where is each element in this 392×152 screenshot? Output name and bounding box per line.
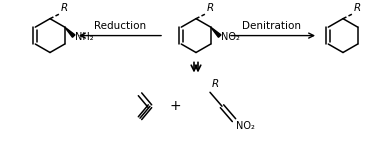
Text: R: R (207, 3, 214, 13)
Polygon shape (211, 27, 221, 37)
Polygon shape (65, 27, 75, 37)
Text: NO₂: NO₂ (236, 121, 255, 131)
Text: R: R (212, 79, 219, 89)
Text: Denitration: Denitration (243, 21, 301, 31)
Text: R: R (354, 3, 361, 13)
Text: NH₂: NH₂ (75, 32, 93, 42)
Text: NO₂: NO₂ (221, 32, 240, 42)
Text: +: + (169, 99, 181, 113)
Text: Reduction: Reduction (94, 21, 146, 31)
Text: R: R (61, 3, 68, 13)
